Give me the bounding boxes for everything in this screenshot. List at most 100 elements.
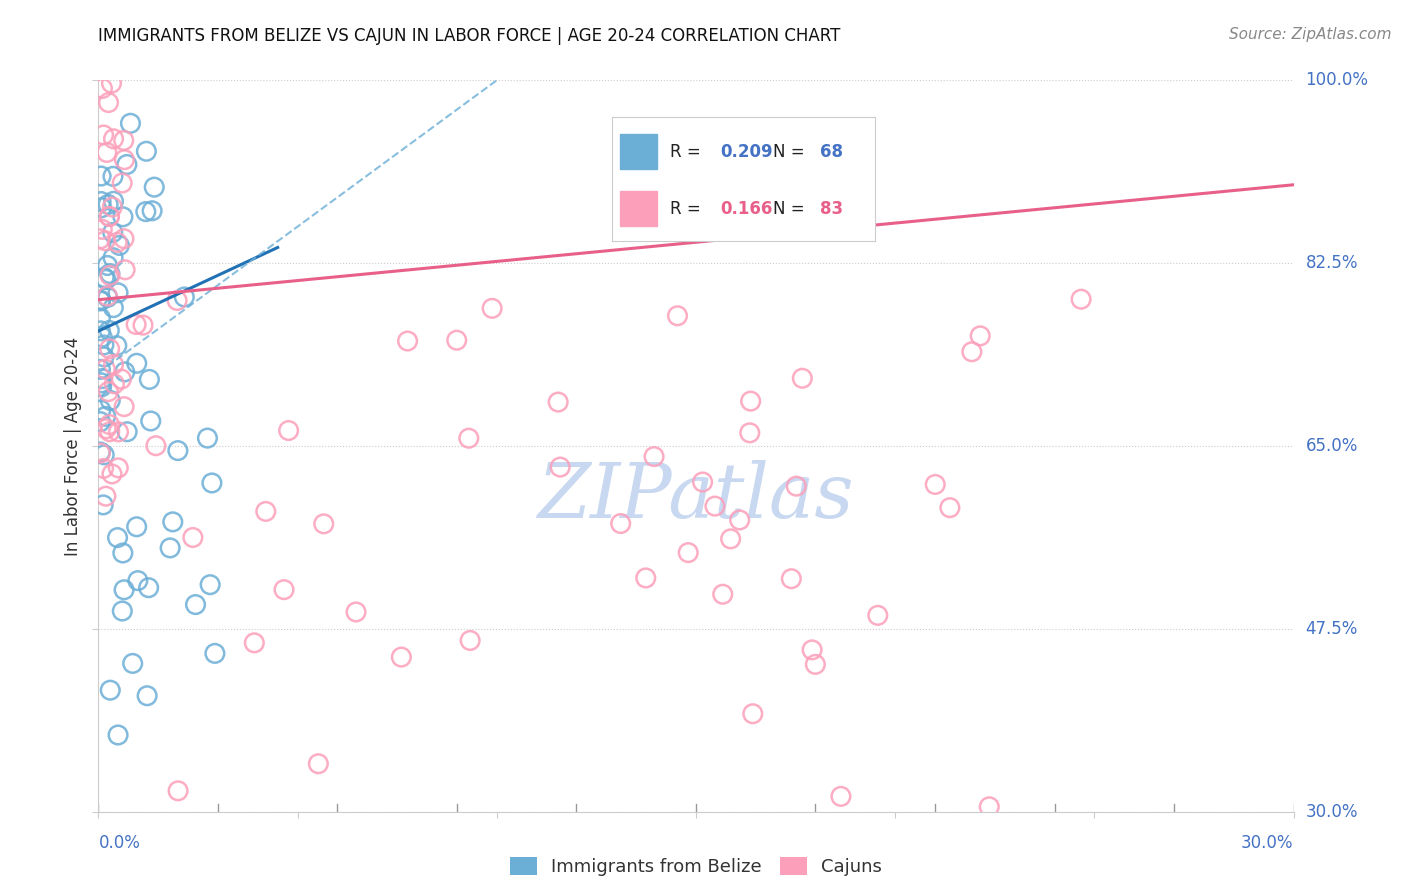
Point	[98, 425, 121, 439]
Point	[90, 194, 112, 209]
Point	[89, 310, 111, 325]
Point	[396, 334, 419, 348]
Point	[184, 598, 207, 612]
Point	[162, 515, 184, 529]
Point	[101, 226, 124, 240]
Point	[114, 365, 136, 379]
Point	[94, 362, 117, 376]
Text: 30.0%: 30.0%	[1305, 803, 1358, 821]
Point	[785, 479, 807, 493]
Point	[94, 489, 117, 503]
Point	[277, 424, 299, 438]
Text: 30.0%: 30.0%	[1241, 834, 1294, 852]
Point	[792, 371, 814, 385]
Point	[89, 362, 111, 376]
Point	[1070, 292, 1092, 306]
Point	[105, 339, 128, 353]
Point	[159, 541, 181, 555]
Point	[93, 350, 115, 364]
Point	[98, 210, 121, 224]
Text: IMMIGRANTS FROM BELIZE VS CAJUN IN LABOR FORCE | AGE 20-24 CORRELATION CHART: IMMIGRANTS FROM BELIZE VS CAJUN IN LABOR…	[98, 27, 841, 45]
Point	[801, 643, 824, 657]
Text: 65.0%: 65.0%	[1305, 437, 1358, 455]
Point	[548, 460, 571, 475]
Point	[89, 232, 111, 246]
Point	[145, 439, 167, 453]
Point	[107, 285, 129, 300]
Point	[107, 728, 129, 742]
Point	[141, 203, 163, 218]
Point	[446, 333, 468, 347]
Point	[103, 194, 125, 209]
Point	[738, 425, 761, 440]
Point	[91, 81, 114, 95]
Text: Source: ZipAtlas.com: Source: ZipAtlas.com	[1229, 27, 1392, 42]
Point	[704, 499, 727, 513]
Point	[96, 289, 118, 303]
Point	[105, 235, 128, 250]
Point	[108, 238, 131, 252]
Point	[98, 683, 121, 698]
Point	[97, 197, 120, 211]
Point	[204, 647, 226, 661]
Point	[115, 425, 138, 439]
Point	[98, 268, 121, 283]
Point	[181, 531, 204, 545]
Point	[344, 605, 367, 619]
Point	[98, 210, 121, 224]
Point	[457, 431, 479, 445]
Point	[94, 409, 117, 424]
Point	[112, 582, 135, 597]
Point	[960, 344, 983, 359]
Point	[666, 309, 689, 323]
Point	[111, 176, 134, 190]
Point	[243, 636, 266, 650]
Point	[89, 293, 111, 308]
Point	[93, 448, 115, 462]
Point	[780, 572, 803, 586]
Point	[167, 443, 190, 458]
Point	[93, 128, 115, 142]
Point	[939, 500, 962, 515]
Text: 100.0%: 100.0%	[1305, 71, 1368, 89]
Point	[173, 290, 195, 304]
Point	[101, 200, 124, 214]
Legend: Immigrants from Belize, Cajuns: Immigrants from Belize, Cajuns	[502, 849, 890, 883]
Point	[125, 318, 148, 332]
Point	[740, 394, 762, 409]
Point	[111, 210, 134, 224]
Point	[979, 799, 1001, 814]
Point	[609, 516, 631, 531]
Point	[103, 132, 125, 146]
Point	[91, 330, 114, 344]
Point	[125, 520, 148, 534]
Point	[98, 323, 121, 337]
Point	[254, 504, 277, 518]
Point	[97, 290, 120, 304]
Point	[89, 324, 111, 338]
Point	[143, 180, 166, 194]
Point	[96, 145, 118, 160]
Point	[91, 222, 114, 236]
Y-axis label: In Labor Force | Age 20-24: In Labor Force | Age 20-24	[63, 336, 82, 556]
Point	[830, 789, 852, 804]
Point	[720, 532, 742, 546]
Point	[103, 376, 125, 391]
Point	[201, 475, 224, 490]
Text: ZIPatlas: ZIPatlas	[537, 460, 855, 534]
Point	[643, 450, 665, 464]
Point	[197, 431, 219, 445]
Point	[273, 582, 295, 597]
Point	[111, 546, 134, 560]
Point	[93, 270, 115, 285]
Text: 0.0%: 0.0%	[98, 834, 141, 852]
Point	[91, 498, 114, 512]
Point	[924, 477, 946, 491]
Point	[98, 393, 121, 408]
Point	[121, 657, 143, 671]
Point	[90, 380, 112, 394]
Point	[866, 608, 889, 623]
Point	[481, 301, 503, 316]
Point	[91, 371, 114, 385]
Point	[112, 133, 135, 147]
